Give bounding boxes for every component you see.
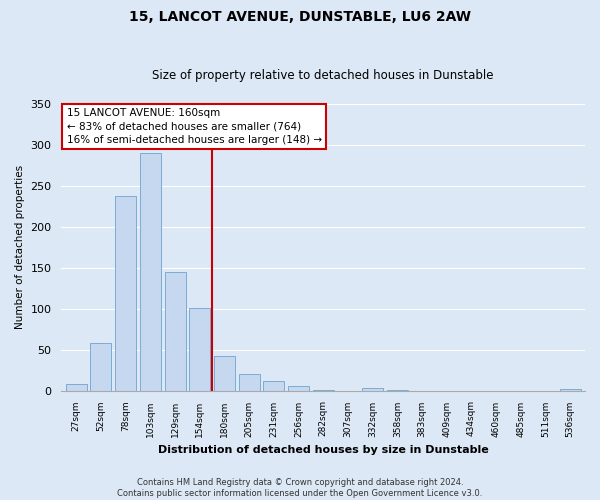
Bar	[288, 386, 309, 390]
Bar	[214, 356, 235, 390]
Bar	[91, 343, 112, 390]
Y-axis label: Number of detached properties: Number of detached properties	[15, 165, 25, 330]
Bar	[189, 308, 210, 390]
X-axis label: Distribution of detached houses by size in Dunstable: Distribution of detached houses by size …	[158, 445, 488, 455]
Bar	[560, 389, 581, 390]
Text: 15 LANCOT AVENUE: 160sqm
← 83% of detached houses are smaller (764)
16% of semi-: 15 LANCOT AVENUE: 160sqm ← 83% of detach…	[67, 108, 322, 144]
Bar	[115, 196, 136, 390]
Title: Size of property relative to detached houses in Dunstable: Size of property relative to detached ho…	[152, 69, 494, 82]
Bar	[164, 272, 185, 390]
Text: 15, LANCOT AVENUE, DUNSTABLE, LU6 2AW: 15, LANCOT AVENUE, DUNSTABLE, LU6 2AW	[129, 10, 471, 24]
Bar	[66, 384, 87, 390]
Bar	[263, 380, 284, 390]
Bar	[362, 388, 383, 390]
Bar	[239, 374, 260, 390]
Bar	[140, 153, 161, 390]
Text: Contains HM Land Registry data © Crown copyright and database right 2024.
Contai: Contains HM Land Registry data © Crown c…	[118, 478, 482, 498]
